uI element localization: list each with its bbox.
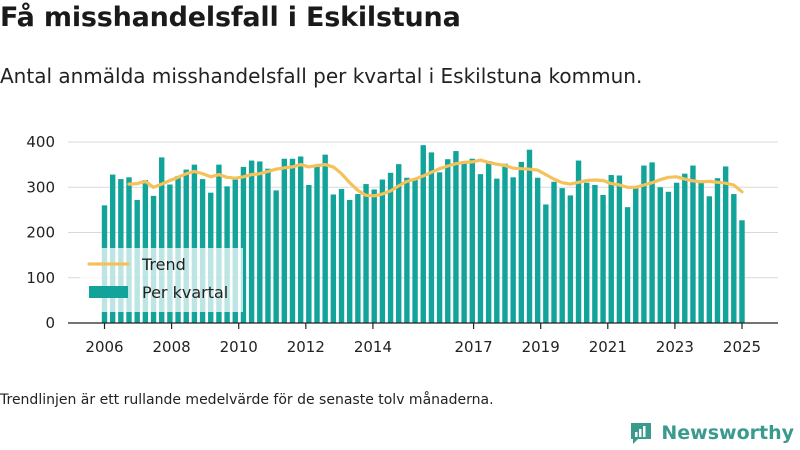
x-tick-label: 2006: [85, 338, 123, 356]
bar: [330, 194, 337, 323]
legend-background: [80, 248, 243, 312]
bar: [306, 184, 312, 323]
x-tick-label: 2014: [354, 338, 392, 356]
bar: [346, 199, 353, 323]
legend-bar-label: Per kvartal: [142, 283, 228, 302]
bar: [322, 154, 328, 323]
x-tick-label: 2012: [287, 338, 325, 356]
bar: [584, 182, 590, 323]
bar: [461, 161, 467, 323]
x-tick-label: 2021: [589, 338, 627, 356]
bar: [436, 172, 443, 323]
bar: [289, 158, 296, 323]
bar: [706, 196, 713, 323]
bar: [453, 151, 459, 323]
bar: [575, 160, 582, 323]
bar: [633, 187, 639, 323]
bar: [608, 175, 614, 323]
bar: [248, 160, 255, 323]
bar: [739, 220, 745, 323]
bar: [297, 156, 304, 323]
bar: [673, 182, 680, 323]
bar: [404, 177, 410, 323]
bar: [314, 164, 320, 323]
chart-title: Få misshandelsfall i Eskilstuna: [0, 2, 461, 33]
bar: [690, 165, 696, 323]
x-tick-label: 2010: [220, 338, 258, 356]
bar: [445, 159, 451, 323]
bar: [371, 189, 377, 323]
x-tick-label: 2023: [656, 338, 694, 356]
y-tick-label: 0: [45, 314, 55, 332]
bar: [216, 164, 222, 323]
bar: [273, 190, 279, 323]
bar: [363, 184, 369, 323]
bar: [494, 178, 500, 323]
bar: [559, 188, 565, 323]
bar: [502, 163, 508, 323]
brand-name: Newsworthy: [661, 422, 794, 444]
newsworthy-logo-icon: [631, 423, 652, 444]
x-tick-label: 2017: [454, 338, 492, 356]
y-tick-label: 100: [26, 269, 55, 287]
bar: [183, 169, 189, 323]
y-tick-label: 200: [26, 224, 55, 242]
bar: [624, 207, 631, 323]
bar: [396, 164, 402, 323]
bar: [682, 173, 688, 323]
bar: [257, 161, 263, 323]
legend-trend-label: Trend: [141, 255, 186, 274]
bar: [665, 191, 672, 323]
bar: [159, 157, 165, 323]
y-tick-label: 300: [26, 178, 55, 196]
trend-series: [127, 158, 744, 198]
bar: [281, 158, 288, 323]
bar: [551, 181, 557, 323]
brand[interactable]: Newsworthy: [628, 420, 794, 446]
x-tick-label: 2008: [153, 338, 191, 356]
bar: [469, 158, 475, 323]
bar: [616, 175, 623, 323]
bar: [714, 178, 721, 323]
footnote: Trendlinjen är ett rullande medelvärde f…: [0, 392, 494, 408]
bar: [641, 165, 647, 323]
x-tick-label: 2019: [522, 338, 560, 356]
bar: [600, 194, 606, 323]
legend: Trend Per kvartal: [80, 248, 243, 312]
bar-chart: 0 100 200 300 400 2006 2008 2010 2012 2014 2017 201…: [26, 133, 778, 356]
bar: [265, 168, 271, 323]
bar: [379, 179, 386, 323]
bar: [338, 189, 345, 323]
bar: [387, 172, 394, 323]
bar: [698, 180, 704, 323]
axes: 0 100 200 300 400 2006 2008 2010 2012 2014 2017 201…: [26, 133, 778, 356]
x-tick-label: 2025: [723, 338, 761, 356]
bar: [592, 184, 598, 323]
chart-subtitle: Antal anmälda misshandelsfall per kvarta…: [0, 64, 643, 88]
bar: [649, 162, 655, 323]
bar: [657, 187, 663, 323]
bar: [543, 204, 549, 323]
y-tick-label: 400: [26, 133, 55, 151]
bar: [526, 149, 533, 323]
bar: [355, 194, 361, 323]
bar: [485, 161, 492, 323]
bar: [518, 161, 525, 323]
bar: [240, 166, 247, 323]
bar: [412, 180, 418, 323]
bar: [722, 166, 729, 323]
bar: [510, 177, 516, 323]
trend-line: [127, 158, 744, 198]
bar: [428, 152, 435, 323]
bar: [420, 145, 426, 323]
bar: [477, 174, 484, 323]
bar: [191, 164, 198, 323]
bar: [567, 195, 574, 323]
bar: [534, 177, 541, 323]
bar: [731, 194, 737, 323]
legend-bar-swatch: [89, 286, 128, 298]
